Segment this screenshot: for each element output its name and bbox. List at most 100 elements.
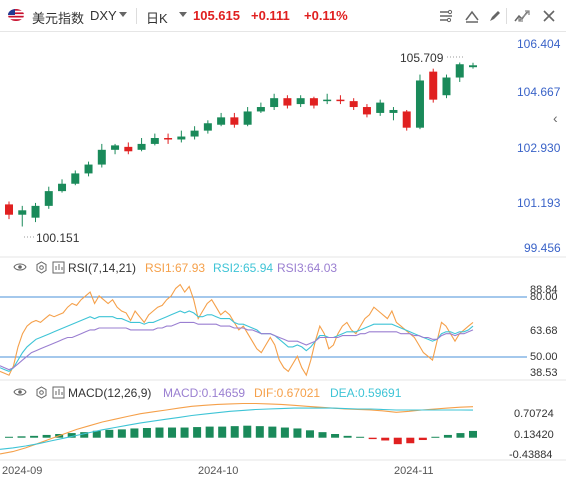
candle-body (362, 107, 371, 115)
dea-line (0, 407, 474, 450)
macd-bar (469, 430, 477, 438)
candle-body (97, 149, 106, 165)
macd-bar (230, 426, 239, 438)
macd-bar (155, 427, 164, 438)
candle-body (270, 98, 279, 108)
candle-body (402, 111, 411, 128)
rsi-axis-label: 80.00 (530, 291, 558, 303)
period-selector[interactable]: 日K (146, 11, 168, 26)
candle-body (376, 102, 385, 113)
candle-body (415, 80, 424, 128)
candle-body (296, 98, 305, 105)
close-icon[interactable] (540, 7, 558, 25)
rsi1-value: RSI1:67.93 (145, 261, 206, 275)
macd-bar (30, 435, 39, 438)
macd-bar (268, 426, 277, 438)
candle-body (18, 210, 27, 215)
macd-bar (130, 428, 139, 438)
macd-bar (431, 436, 440, 438)
candle-body (31, 205, 40, 218)
price-axis-label: 102.930 (517, 141, 561, 155)
candle-body (150, 138, 159, 144)
macd-bar (168, 427, 177, 438)
macd-bar (318, 432, 327, 438)
symbol-name[interactable]: 美元指数 (32, 11, 85, 26)
date-label: 2024-10 (198, 465, 239, 477)
macd-bar (356, 436, 365, 438)
symbol-dropdown-icon[interactable] (119, 12, 127, 17)
last-price: 105.615 (193, 8, 240, 23)
macd-bar (142, 427, 151, 438)
macd-histogram (5, 425, 477, 445)
macd-bar (67, 433, 76, 438)
macd-bar (418, 437, 427, 441)
rsi-label: RSI(7,14,21) (68, 261, 137, 275)
draw-icon[interactable] (486, 7, 504, 25)
date-label: 2024-11 (394, 465, 434, 477)
candle-body (256, 107, 265, 112)
macd-bar (280, 427, 289, 438)
low-annotation: 100.151 (36, 231, 80, 245)
macd-bar (105, 429, 114, 438)
candle-body (455, 64, 464, 78)
us-flag-graphic (8, 9, 24, 21)
candle-body (177, 136, 186, 140)
macd-axis-label: 0.70724 (514, 408, 554, 420)
candle-body (44, 191, 53, 206)
macd-bar (92, 430, 101, 438)
macd-bar (456, 433, 465, 438)
collapse-panel-icon[interactable]: ‹ (553, 110, 558, 126)
period-dropdown-icon[interactable] (179, 12, 187, 17)
macd-label: MACD(12,26,9) (68, 386, 152, 400)
candle-body (217, 117, 226, 125)
dif-line (0, 402, 474, 455)
macd-bar (393, 437, 402, 445)
price-axis-label: 99.456 (524, 241, 561, 255)
candle-body (203, 123, 212, 131)
candle-body (5, 204, 13, 215)
rsi-axis-label: 38.53 (530, 367, 558, 379)
candle-body (429, 71, 438, 100)
chart-toolbar: 美元指数 DXY 日K 105.615 +0.111 +0.11% (0, 0, 566, 32)
settings-icon[interactable] (437, 7, 455, 25)
macd-bar (117, 429, 126, 438)
candle-body (336, 99, 345, 102)
macd-bar (243, 425, 252, 438)
candle-body (190, 130, 199, 137)
rsi-axis-label: 50.00 (530, 351, 558, 363)
macd-bar (331, 434, 340, 438)
candle-body (84, 164, 93, 174)
us-flag-icon (8, 9, 24, 21)
rsi2-value: RSI2:65.94 (213, 261, 274, 275)
candle-body (111, 145, 120, 150)
candle-body (349, 101, 358, 108)
candle-body (309, 98, 318, 106)
candle-body (230, 117, 239, 125)
rsi-axis-label: 63.68 (530, 325, 558, 337)
macd-bar (193, 427, 202, 438)
dea-value: DEA:0.59691 (330, 386, 402, 400)
price-change-percent: +0.11% (304, 8, 348, 23)
macd-bar (218, 426, 227, 438)
fullscreen-icon[interactable] (515, 7, 533, 25)
rsi3-value: RSI3:64.03 (277, 261, 338, 275)
macd-bar (293, 428, 302, 438)
macd-bar (343, 435, 352, 438)
rsi-line-2 (0, 310, 474, 373)
high-annotation: 105.709 (400, 51, 444, 65)
dif-value: DIF:0.67021 (254, 386, 321, 400)
macd-bar (180, 427, 189, 438)
compare-icon[interactable] (463, 7, 481, 25)
candle-body (71, 173, 80, 184)
macd-value: MACD:0.14659 (163, 386, 246, 400)
macd-bar (42, 434, 51, 438)
toolbar-divider (136, 8, 137, 24)
macd-bar (305, 430, 314, 438)
candle-body (442, 77, 451, 96)
candle-body (469, 65, 477, 68)
price-axis-label: 104.667 (517, 85, 561, 99)
symbol-code[interactable]: DXY (90, 8, 117, 23)
macd-bar (381, 437, 390, 441)
candle-body (323, 99, 332, 102)
